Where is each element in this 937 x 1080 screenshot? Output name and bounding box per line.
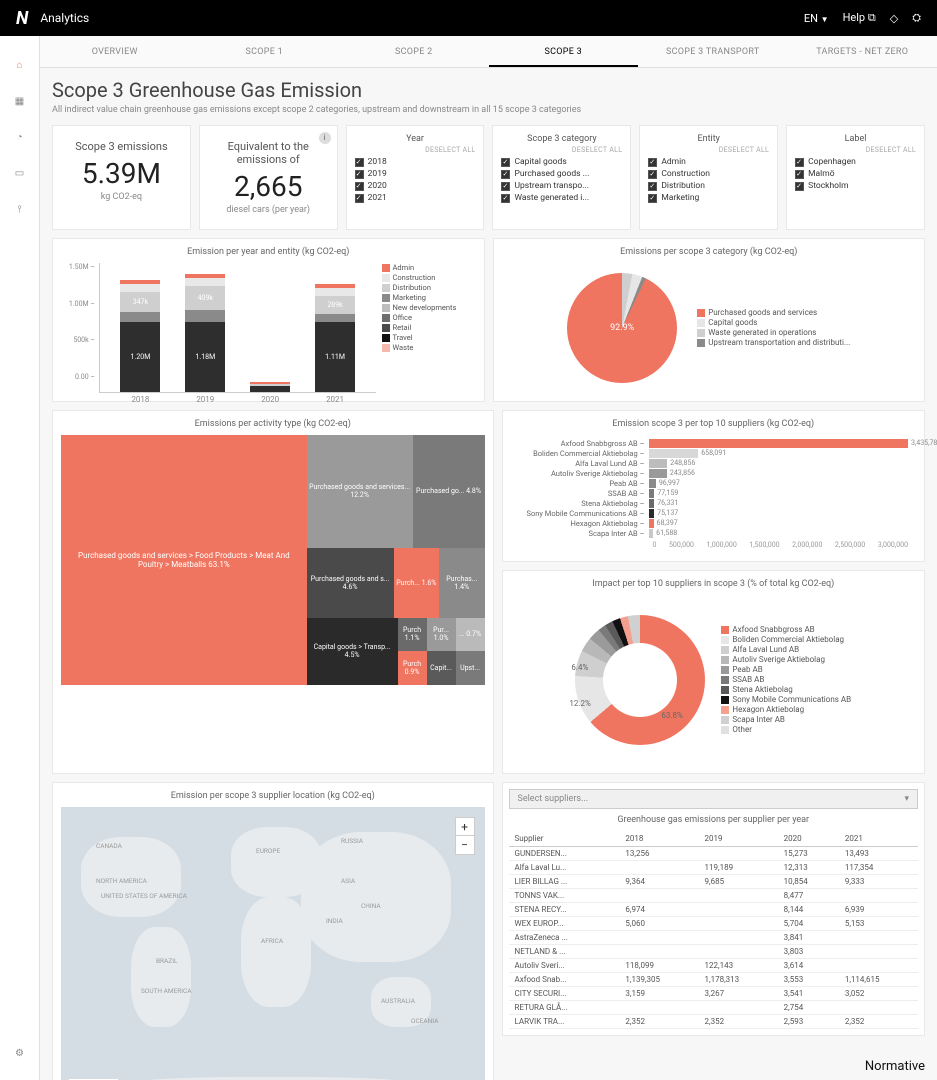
checkbox-icon[interactable] — [648, 170, 657, 179]
tab-scope-3[interactable]: SCOPE 3 — [489, 36, 639, 67]
chart-treemap-activity: Emissions per activity type (kg CO2-eq) … — [52, 410, 494, 774]
filter-option[interactable]: Purchased goods ... — [501, 169, 622, 179]
chart-emission-year-entity: Emission per year and entity (kg CO2-eq)… — [52, 238, 485, 402]
select-suppliers-dropdown[interactable]: Select suppliers...▾ — [509, 789, 919, 809]
nav-file-icon[interactable]: ▭ — [11, 164, 29, 182]
user-icon[interactable]: ⛭ — [912, 11, 921, 25]
tab-targets---net-zero[interactable]: TARGETS - NET ZERO — [788, 36, 937, 67]
chart-top10-suppliers-bar: Emission scope 3 per top 10 suppliers (k… — [502, 410, 926, 562]
nav-home-icon[interactable]: ⌂ — [11, 56, 29, 74]
tabs: OVERVIEWSCOPE 1SCOPE 2SCOPE 3SCOPE 3 TRA… — [40, 36, 937, 68]
kpi-scope3: Scope 3 emissions 5.39M kg CO2-eq — [52, 125, 191, 230]
filter-option[interactable]: 2019 — [355, 169, 476, 179]
treemap-main-cell[interactable]: Purchased goods and services > Food Prod… — [61, 435, 307, 685]
brand-footer: Normative — [865, 1059, 925, 1074]
filter-option[interactable]: 2021 — [355, 193, 476, 203]
tab-scope-2[interactable]: SCOPE 2 — [339, 36, 489, 67]
checkbox-icon[interactable] — [795, 182, 804, 191]
checkbox-icon[interactable] — [355, 182, 364, 191]
page-title: Scope 3 Greenhouse Gas Emission — [52, 78, 925, 102]
filter-option[interactable]: Malmö — [795, 169, 916, 179]
help-link[interactable]: Help ⧉ — [843, 11, 876, 25]
tab-scope-3-transport[interactable]: SCOPE 3 TRANSPORT — [638, 36, 788, 67]
checkbox-icon[interactable] — [501, 170, 510, 179]
filter-label: LabelDESELECT ALLCopenhagenMalmöStockhol… — [786, 125, 925, 230]
nav-grid-icon[interactable]: ▦ — [11, 92, 29, 110]
emissions-table: Supplier2018201920202021GUNDERSEN...13,2… — [509, 831, 919, 1029]
zoom-out-button[interactable]: − — [456, 836, 474, 854]
zoom-in-button[interactable]: + — [456, 818, 474, 836]
sidebar: ⌂ ▦ ◔ ▭ ⫯ ⚙ — [0, 36, 40, 1080]
checkbox-icon[interactable] — [355, 158, 364, 167]
filter-option[interactable]: Upstream transpo... — [501, 181, 622, 191]
checkbox-icon[interactable] — [501, 182, 510, 191]
checkbox-icon[interactable] — [648, 182, 657, 191]
checkbox-icon[interactable] — [795, 170, 804, 179]
filter-option[interactable]: Distribution — [648, 181, 769, 191]
filter-entity: EntityDESELECT ALLAdminConstructionDistr… — [639, 125, 778, 230]
chart-emission-category-pie: Emissions per scope 3 category (kg CO2-e… — [493, 238, 926, 402]
checkbox-icon[interactable] — [501, 158, 510, 167]
lang-selector[interactable]: EN ▼ — [804, 12, 829, 25]
topbar-title: Analytics — [40, 11, 89, 25]
nav-clock-icon[interactable]: ◔ — [11, 128, 29, 146]
tab-scope-1[interactable]: SCOPE 1 — [190, 36, 340, 67]
tab-overview[interactable]: OVERVIEW — [40, 36, 190, 67]
logo: N — [16, 8, 28, 29]
nav-chart-icon[interactable]: ⫯ — [11, 200, 29, 218]
info-icon[interactable]: i — [319, 132, 331, 144]
chart-map-supplier-location: Emission per scope 3 supplier location (… — [52, 782, 494, 1080]
chart-donut-impact: Impact per top 10 suppliers in scope 3 (… — [502, 570, 926, 774]
filter-option[interactable]: Copenhagen — [795, 157, 916, 167]
supplier-select-card: Select suppliers...▾ Greenhouse gas emis… — [502, 782, 926, 1036]
filter-option[interactable]: Construction — [648, 169, 769, 179]
map-zoom-controls: + − — [455, 817, 475, 855]
filter-option[interactable]: 2018 — [355, 157, 476, 167]
checkbox-icon[interactable] — [648, 194, 657, 203]
filter-option[interactable]: Admin — [648, 157, 769, 167]
filter-year: YearDESELECT ALL2018201920202021 — [346, 125, 485, 230]
filter-category: Scope 3 categoryDESELECT ALLCapital good… — [492, 125, 631, 230]
checkbox-icon[interactable] — [355, 170, 364, 179]
notification-icon[interactable]: ◇ — [890, 12, 898, 25]
filter-option[interactable]: 2020 — [355, 181, 476, 191]
topbar: N Analytics EN ▼ Help ⧉ ◇ ⛭ — [0, 0, 937, 36]
filter-option[interactable]: Stockholm — [795, 181, 916, 191]
checkbox-icon[interactable] — [501, 194, 510, 203]
page-subtitle: All indirect value chain greenhouse gas … — [52, 105, 925, 115]
kpi-equivalent: i Equivalent to the emissions of 2,665 d… — [199, 125, 338, 230]
filter-option[interactable]: Capital goods — [501, 157, 622, 167]
world-map[interactable]: CANADANORTH AMERICAUNITED STATES OF AMER… — [61, 807, 485, 1080]
filter-option[interactable]: Waste generated i... — [501, 193, 622, 203]
filter-option[interactable]: Marketing — [648, 193, 769, 203]
checkbox-icon[interactable] — [795, 158, 804, 167]
checkbox-icon[interactable] — [355, 194, 364, 203]
checkbox-icon[interactable] — [648, 158, 657, 167]
nav-settings-icon[interactable]: ⚙ — [11, 1044, 29, 1062]
